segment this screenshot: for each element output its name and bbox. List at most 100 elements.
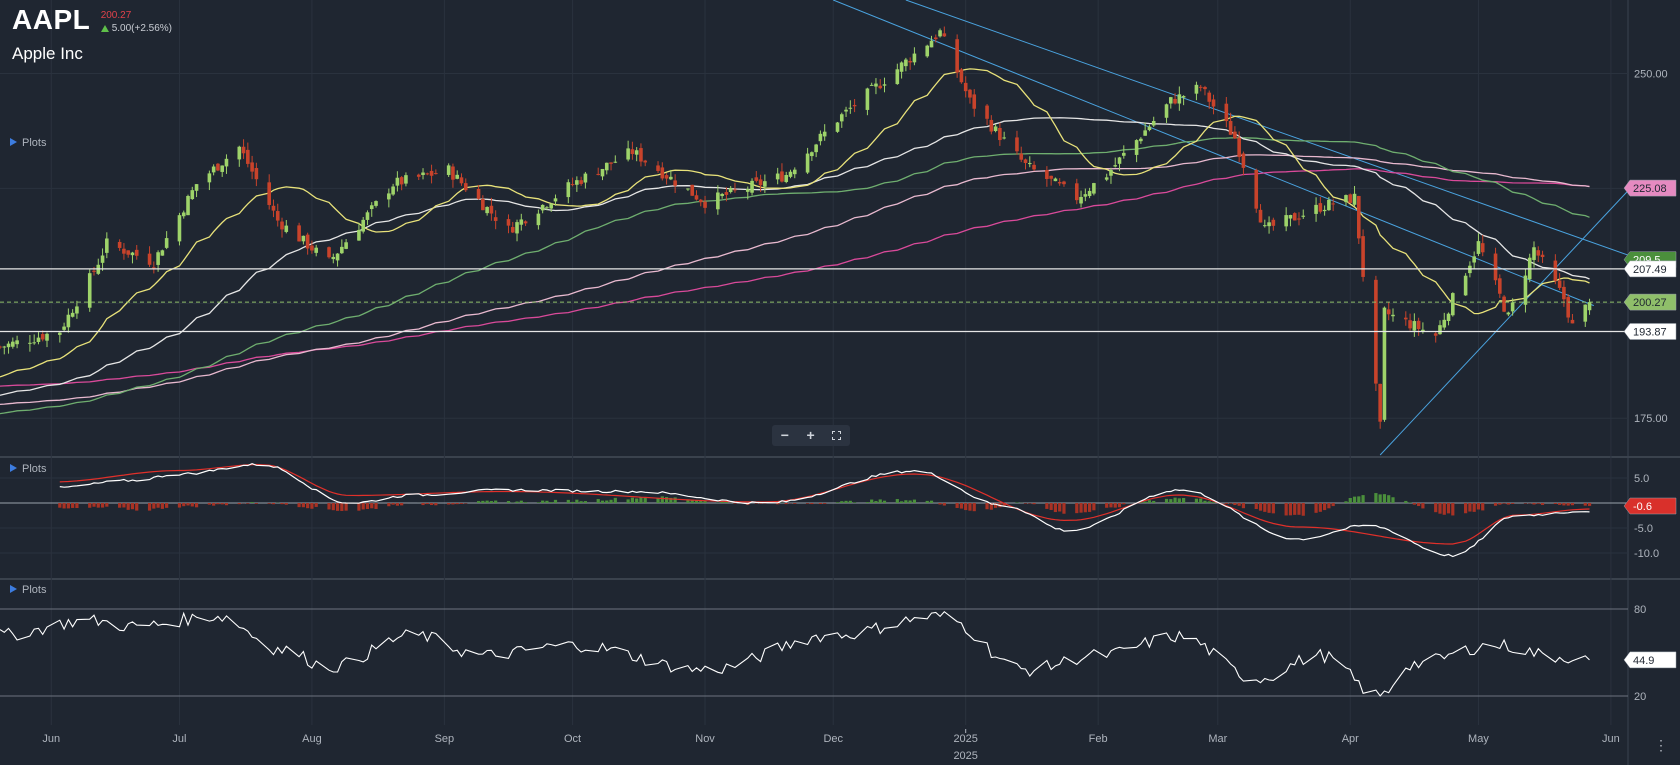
macd-histogram-bar: [1058, 503, 1062, 512]
macd-histogram-bar: [1417, 503, 1421, 507]
candle-body: [690, 184, 695, 196]
x-tick-label: Aug: [302, 733, 322, 745]
macd-histogram-bar: [361, 503, 365, 510]
candle-body: [1557, 280, 1562, 288]
candle-body: [1057, 182, 1062, 184]
candle-body: [536, 213, 541, 226]
candle-body: [1087, 190, 1092, 197]
price-plots-toggle[interactable]: Plots: [10, 137, 46, 149]
macd-histogram-bar: [485, 500, 489, 503]
candle-body: [1173, 98, 1177, 104]
candle-body: [267, 182, 271, 205]
candle-body: [314, 247, 318, 253]
candle-body: [570, 184, 575, 186]
rsi-plots-toggle[interactable]: Plots: [10, 584, 46, 596]
macd-histogram-bar: [1506, 503, 1510, 505]
candle-body: [70, 312, 75, 317]
candle-body: [1480, 243, 1485, 253]
candle-body: [1023, 159, 1028, 164]
candle-body: [1237, 137, 1241, 157]
macd-histogram-bar: [690, 499, 694, 503]
macd-histogram-bar: [519, 500, 523, 503]
candle-body: [579, 180, 583, 184]
candle-body: [549, 203, 554, 209]
candle-body: [100, 255, 105, 263]
macd-histogram-bar: [643, 497, 647, 503]
candle-body: [613, 161, 618, 163]
fullscreen-button[interactable]: [832, 425, 842, 446]
sma200-value-badge: 225.08: [1633, 183, 1667, 195]
macd-histogram-bar: [301, 503, 305, 508]
macd-histogram-bar: [459, 503, 464, 504]
rsi-panel: [0, 610, 1590, 697]
candle-body: [395, 177, 400, 186]
candle-body: [1570, 319, 1575, 324]
candle-body: [1408, 320, 1412, 329]
price-change: 5.00(+2.56%): [100, 22, 172, 35]
macd-histogram-bar: [605, 500, 609, 503]
candle-body: [1292, 213, 1297, 221]
candle-body: [416, 174, 421, 177]
price-levels: [0, 268, 1628, 333]
macd-histogram-bar: [100, 503, 105, 508]
macd-histogram-bar: [549, 502, 553, 503]
zoom-in-button[interactable]: +: [806, 425, 814, 446]
macd-histogram-bar: [545, 500, 549, 503]
macd-plots-toggle[interactable]: Plots: [10, 463, 46, 475]
macd-histogram-bar: [1182, 497, 1186, 503]
candle-body: [583, 173, 588, 183]
macd-histogram-bar: [1472, 503, 1476, 512]
macd-histogram-bar: [1434, 503, 1438, 513]
macd-histogram-bar: [848, 500, 852, 503]
macd-histogram-bar: [895, 499, 899, 503]
candle-body: [1412, 321, 1417, 331]
candle-body: [284, 225, 289, 232]
macd-histogram-bar: [1553, 503, 1557, 504]
candle-body: [1404, 317, 1408, 320]
macd-histogram-bar: [536, 502, 540, 503]
macd-histogram-bar: [1327, 503, 1331, 509]
macd-histogram-bar: [1293, 503, 1297, 515]
macd-histogram-bar: [878, 499, 882, 503]
candle-body: [310, 245, 314, 251]
macd-histogram-bar: [1382, 494, 1387, 503]
macd-histogram-bar: [1587, 503, 1592, 506]
macd-histogram-bar: [1117, 503, 1122, 508]
candle-body: [985, 105, 989, 119]
macd-histogram-bar: [105, 503, 109, 507]
candle-body: [327, 247, 331, 258]
candle-body: [1019, 153, 1024, 160]
macd-histogram-bar: [267, 503, 271, 504]
macd-histogram-bar: [1301, 503, 1305, 516]
candle-body: [1532, 247, 1536, 260]
candle-body: [335, 253, 340, 261]
candle-body: [938, 30, 942, 37]
zoom-out-button[interactable]: −: [781, 425, 789, 446]
arrow-up-icon: [100, 25, 109, 32]
candle-body: [1498, 278, 1502, 294]
macd-histogram-bar: [1288, 503, 1293, 516]
candle-body: [357, 229, 361, 241]
candle-body: [485, 207, 489, 214]
candle-body: [1139, 138, 1143, 142]
candle-body: [493, 217, 498, 221]
candle-body: [361, 219, 366, 232]
x-tick-label: Jun: [1602, 733, 1620, 745]
candle-body: [6, 343, 11, 348]
candle-body: [36, 337, 41, 342]
macd-histogram-bar: [1211, 502, 1216, 503]
candle-body: [62, 326, 66, 330]
macd-histogram-bar: [720, 501, 724, 503]
x-tick-label: Sep: [435, 733, 455, 745]
more-options-button[interactable]: ⋮: [1654, 738, 1668, 752]
candle-body: [1451, 293, 1455, 316]
candle-body: [211, 166, 216, 173]
candle-body: [280, 221, 284, 230]
candle-body: [1045, 170, 1049, 179]
macd-histogram-bar: [994, 503, 998, 508]
candle-body: [28, 342, 32, 344]
macd-value-badge: -0.6: [1633, 501, 1652, 513]
candle-body: [344, 242, 348, 249]
candle-body: [728, 187, 733, 193]
